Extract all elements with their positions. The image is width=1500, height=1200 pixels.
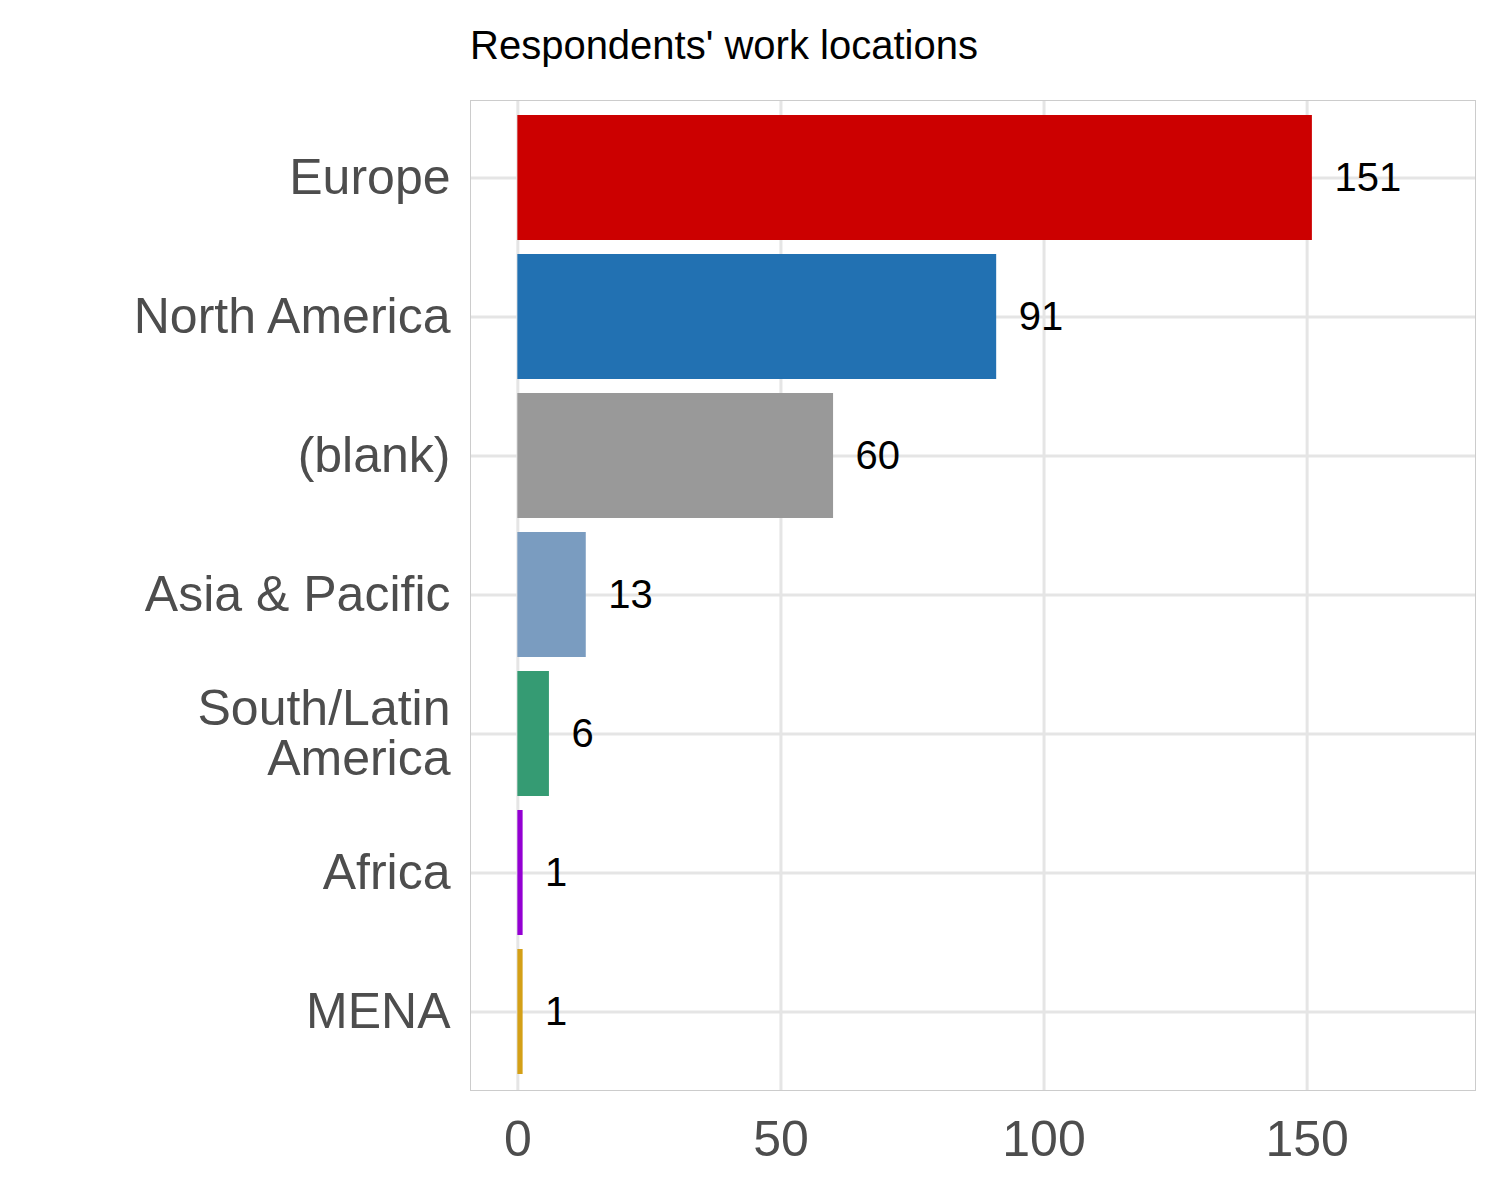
svg-text:50: 50 bbox=[753, 1111, 809, 1167]
svg-text:151: 151 bbox=[1334, 155, 1401, 199]
svg-text:13: 13 bbox=[608, 572, 653, 616]
svg-text:100: 100 bbox=[1002, 1111, 1085, 1167]
svg-text:North America: North America bbox=[134, 288, 451, 344]
svg-text:150: 150 bbox=[1265, 1111, 1348, 1167]
svg-text:1: 1 bbox=[545, 850, 567, 894]
svg-text:Asia & Pacific: Asia & Pacific bbox=[145, 566, 451, 622]
svg-text:(blank): (blank) bbox=[298, 427, 451, 483]
svg-text:60: 60 bbox=[856, 433, 901, 477]
svg-text:91: 91 bbox=[1019, 294, 1063, 338]
html-text:Respondents' work locations: Respondents' work locations bbox=[470, 23, 978, 67]
svg-text:Europe: Europe bbox=[289, 149, 450, 205]
svg-text:1: 1 bbox=[545, 989, 567, 1033]
svg-text:Africa: Africa bbox=[323, 844, 451, 900]
svg-text:South/LatinAmerica: South/LatinAmerica bbox=[198, 680, 451, 786]
svg-text:0: 0 bbox=[504, 1111, 532, 1167]
svg-text:MENA: MENA bbox=[306, 983, 451, 1039]
svg-text:6: 6 bbox=[571, 711, 593, 755]
